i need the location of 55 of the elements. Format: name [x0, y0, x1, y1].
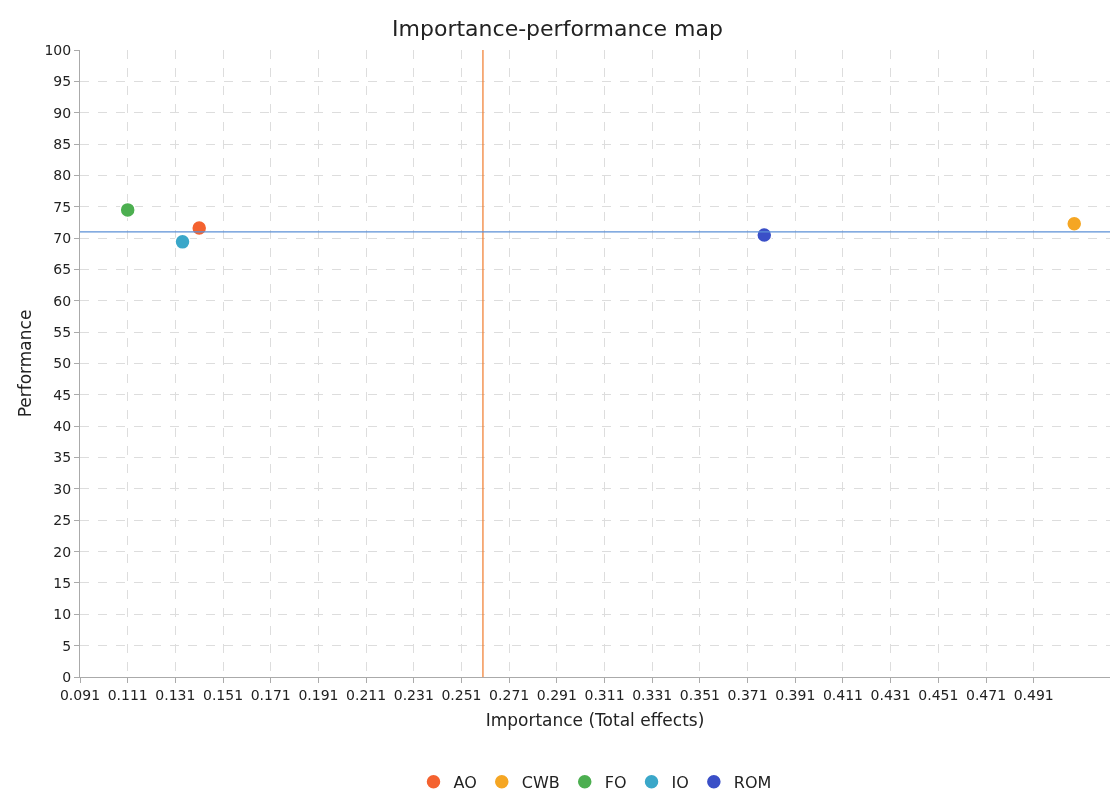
point — [756, 226, 773, 244]
point — [190, 219, 208, 237]
y-tick-label: 45 — [53, 386, 72, 403]
y-tick-label: 85 — [53, 135, 72, 152]
x-tick-label: 0.171 — [250, 686, 291, 703]
y-tick-label: 20 — [53, 543, 72, 560]
x-tick-label: 0.211 — [346, 686, 387, 703]
y-tick-label: 5 — [62, 637, 72, 654]
x-tick-label: 0.131 — [155, 686, 196, 703]
x-tick-label: 0.351 — [679, 686, 720, 703]
y-tick-label: 90 — [53, 104, 72, 121]
y-tick-label: 75 — [53, 198, 72, 215]
x-tick-label: 0.491 — [1013, 686, 1054, 703]
x-tick-label: 0.251 — [441, 686, 482, 703]
legend-label: FO — [604, 772, 627, 792]
y-tick-label: 35 — [53, 449, 72, 466]
x-tick-label: 0.151 — [203, 686, 244, 703]
x-tick-label: 0.411 — [822, 686, 864, 703]
x-tick-label: 0.451 — [918, 686, 959, 703]
x-tick-label: 0.291 — [536, 686, 577, 703]
legend-label: ROM — [733, 772, 772, 792]
x-tick-label: 0.471 — [965, 686, 1007, 703]
x-tick-label: 0.091 — [59, 686, 101, 703]
y-tick-label: 65 — [53, 261, 72, 278]
chart-title: Importance-performance map — [392, 15, 723, 41]
x-tick-label: 0.431 — [870, 686, 911, 703]
y-tick-label: 50 — [53, 355, 72, 372]
x-tick-label: 0.331 — [632, 686, 673, 703]
x-tick-label: 0.271 — [489, 686, 530, 703]
y-tick-label: 10 — [53, 606, 72, 623]
y-tick-label: 0 — [62, 668, 72, 685]
x-tick-label: 0.111 — [107, 686, 148, 703]
x-tick-label: 0.191 — [298, 686, 339, 703]
x-tick-label: 0.391 — [775, 686, 816, 703]
point — [174, 233, 191, 251]
legend-label: AO — [453, 772, 477, 792]
y-tick-label: 15 — [53, 574, 72, 591]
y-tick-label: 25 — [53, 512, 72, 529]
point — [119, 201, 136, 219]
y-axis-title: Performance — [15, 309, 36, 418]
y-tick-label: 55 — [53, 324, 72, 341]
y-tick-label: 70 — [53, 230, 72, 246]
x-tick-label: 0.311 — [584, 686, 625, 703]
x-axis-title: Importance (Total effects) — [485, 710, 705, 731]
y-tick-label: 30 — [53, 480, 72, 497]
y-tick-label: 95 — [53, 73, 72, 90]
y-tick-label: 60 — [53, 292, 72, 309]
y-tick-label: 40 — [53, 418, 72, 435]
y-tick-label: 80 — [53, 167, 72, 184]
x-tick-label: 0.231 — [393, 686, 434, 703]
legend-label: IO — [671, 772, 689, 792]
point — [1066, 215, 1083, 232]
x-tick-label: 0.371 — [727, 686, 768, 703]
legend-label: CWB — [521, 772, 560, 792]
y-tick-label: 100 — [44, 41, 72, 58]
